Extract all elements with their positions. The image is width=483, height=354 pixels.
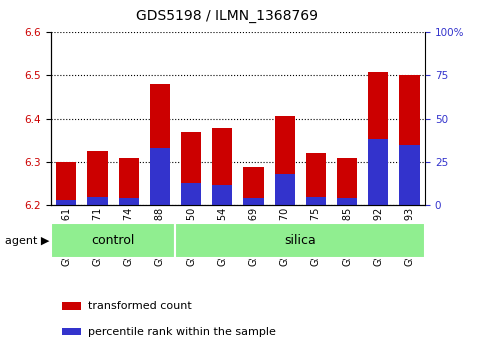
Bar (274, 116, 295, 205)
Bar (306, 153, 326, 205)
Bar (306, 197, 326, 205)
Bar (87, 151, 108, 205)
Bar (150, 84, 170, 205)
Bar (118, 198, 139, 205)
Bar (51, 223, 175, 258)
Text: silica: silica (284, 234, 316, 247)
Text: GDS5198 / ILMN_1368769: GDS5198 / ILMN_1368769 (136, 9, 318, 23)
Bar (62, 302, 81, 310)
Bar (337, 198, 357, 205)
Bar (150, 148, 170, 205)
Bar (181, 132, 201, 205)
Bar (56, 162, 76, 205)
Text: agent ▶: agent ▶ (5, 236, 49, 246)
Bar (212, 184, 232, 205)
Bar (175, 223, 425, 258)
Bar (56, 200, 76, 205)
Bar (399, 145, 420, 205)
Bar (87, 197, 108, 205)
Bar (243, 198, 264, 205)
Text: control: control (91, 234, 135, 247)
Bar (368, 139, 388, 205)
Bar (274, 174, 295, 205)
Bar (212, 128, 232, 205)
Bar (62, 328, 81, 336)
Bar (118, 158, 139, 205)
Text: transformed count: transformed count (88, 301, 192, 311)
Bar (181, 183, 201, 205)
Bar (337, 159, 357, 205)
Bar (399, 75, 420, 205)
Text: percentile rank within the sample: percentile rank within the sample (88, 327, 276, 337)
Bar (243, 167, 264, 205)
Bar (368, 72, 388, 205)
